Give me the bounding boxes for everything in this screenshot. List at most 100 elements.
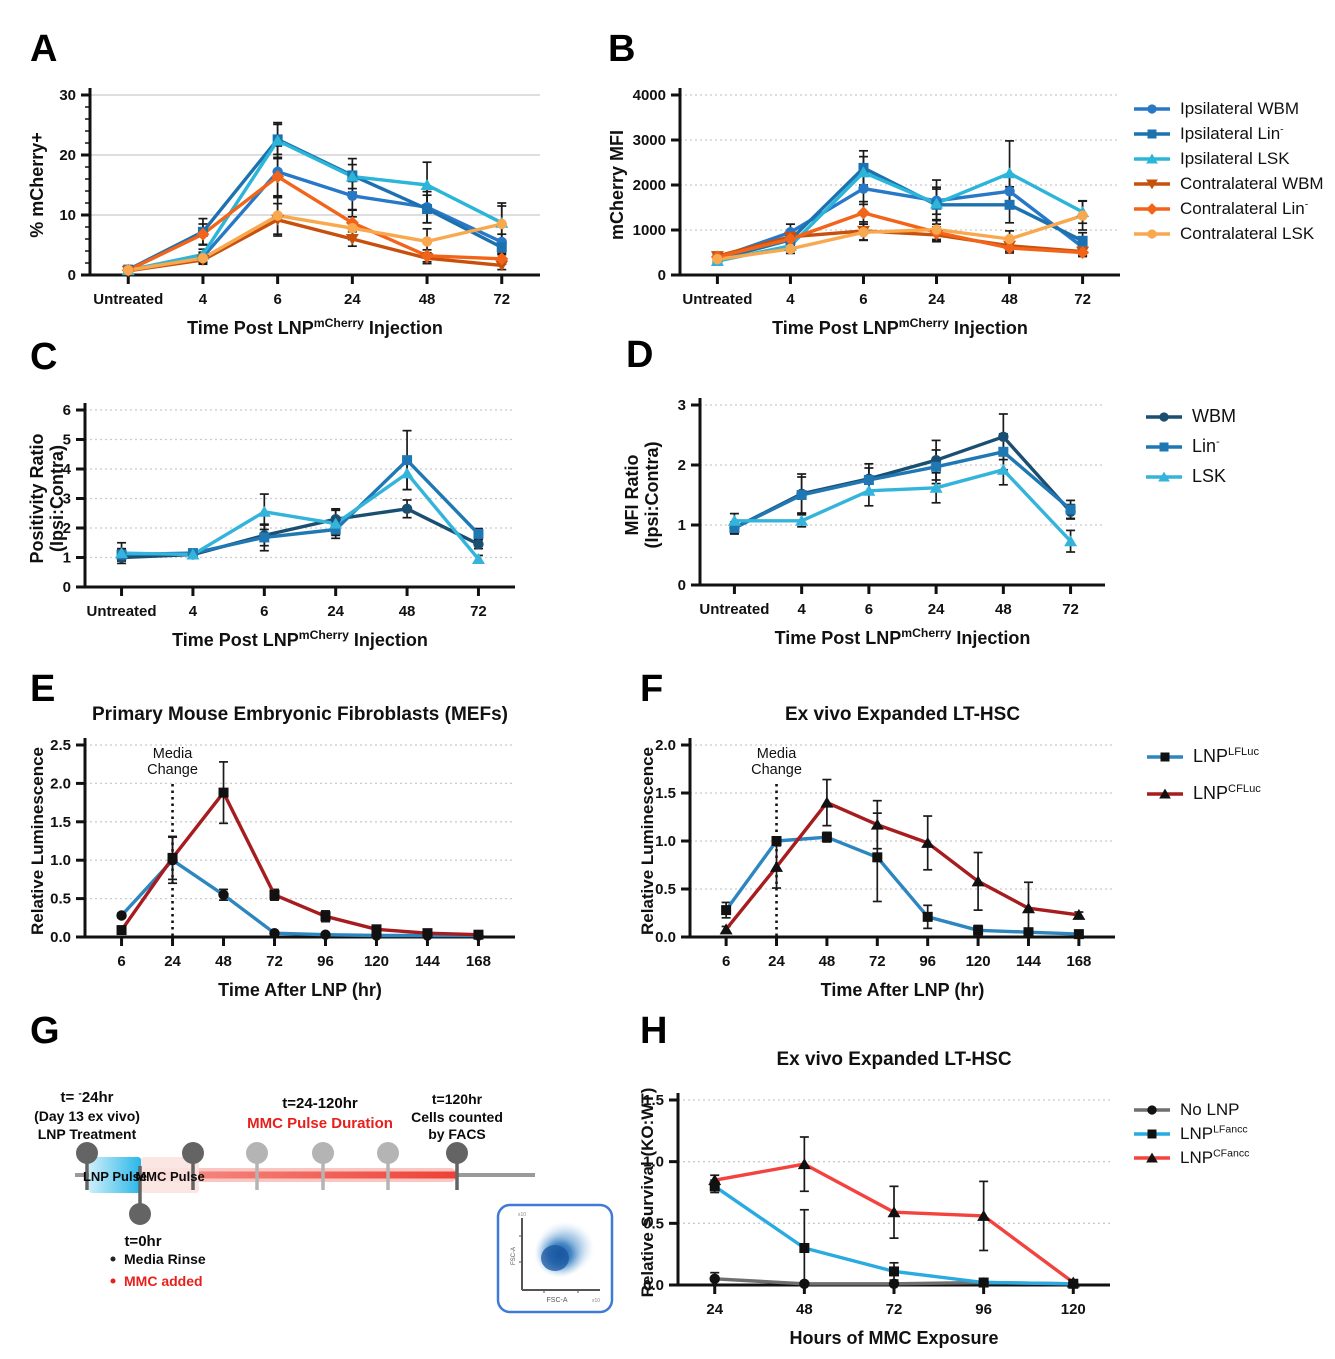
legend-label: LSK xyxy=(1192,466,1227,486)
legend-B: Ipsilateral WBM Ipsilateral Lin- Ipsilater… xyxy=(1133,99,1324,244)
panel-letter-H: H xyxy=(640,1010,668,1052)
svg-text:Primary Mouse Embryonic Fibrob: Primary Mouse Embryonic Fibroblasts (MEF… xyxy=(92,704,508,725)
legend-label: WBM xyxy=(1192,406,1236,426)
svg-text:Cells counted: Cells counted xyxy=(411,1109,503,1125)
svg-text:6: 6 xyxy=(63,402,71,419)
svg-text:3: 3 xyxy=(678,397,686,414)
svg-text:72: 72 xyxy=(493,291,510,308)
svg-text:LNP Pulse: LNP Pulse xyxy=(83,1169,147,1184)
legend-marker-icon xyxy=(1134,229,1170,239)
svg-text:6: 6 xyxy=(273,291,281,308)
legend-item: LNPLFancc xyxy=(1133,1124,1249,1144)
legend-marker-icon xyxy=(1134,1105,1170,1115)
svg-text:t=24-120hr: t=24-120hr xyxy=(282,1095,358,1112)
svg-text:24: 24 xyxy=(344,291,361,308)
legend-item: LNPCFancc xyxy=(1133,1148,1249,1168)
svg-text:24: 24 xyxy=(768,953,785,970)
legend-marker-icon xyxy=(1134,104,1170,114)
svg-text:1.5: 1.5 xyxy=(643,1092,664,1109)
svg-text:72: 72 xyxy=(1062,601,1079,618)
svg-text:24: 24 xyxy=(706,1301,723,1318)
legend-label: Contralateral WBM xyxy=(1180,174,1324,193)
svg-text:Media Rinse: Media Rinse xyxy=(124,1251,206,1267)
svg-text:1000: 1000 xyxy=(633,222,666,239)
svg-text:Time Post LNPmCherry Injection: Time Post LNPmCherry Injection xyxy=(775,626,1031,648)
chart-E-plot: 0.0 0.5 1.0 1.5 2.0 2.5 6 24 48 72 96 120 144 168 Time… xyxy=(28,704,515,1000)
svg-text:% mCherry+: % mCherry+ xyxy=(27,132,47,238)
svg-text:72: 72 xyxy=(1074,291,1091,308)
svg-text:3000: 3000 xyxy=(633,132,666,149)
svg-text:Change: Change xyxy=(751,762,802,778)
chart-B-plot: 0 1000 2000 3000 4000 Untreated 4 6 24 48 72 Time P… xyxy=(607,87,1120,338)
legend-marker-icon xyxy=(1147,752,1183,761)
svg-text:0: 0 xyxy=(678,577,686,594)
legend-label: LNPLFancc xyxy=(1180,1123,1248,1143)
svg-text:48: 48 xyxy=(215,953,232,970)
legend-label: LNPCFancc xyxy=(1180,1147,1250,1167)
svg-text:120: 120 xyxy=(966,953,991,970)
svg-text:48: 48 xyxy=(995,601,1012,618)
svg-text:Relative Survival (KO:WT): Relative Survival (KO:WT) xyxy=(638,1088,657,1298)
svg-text:168: 168 xyxy=(1066,953,1091,970)
svg-text:Time After LNP (hr): Time After LNP (hr) xyxy=(218,980,382,1000)
svg-text:1: 1 xyxy=(63,550,71,567)
legend-marker-icon xyxy=(1134,153,1170,164)
legend-D: WBM Lin- LSK xyxy=(1145,406,1236,487)
svg-text:2.0: 2.0 xyxy=(655,737,676,754)
svg-text:168: 168 xyxy=(466,953,491,970)
svg-text:6: 6 xyxy=(260,603,268,620)
svg-text:6: 6 xyxy=(117,953,125,970)
legend-H: No LNP LNPLFancc LNPCFancc xyxy=(1133,1100,1249,1168)
svg-text:1: 1 xyxy=(678,517,686,534)
chart-H: 0.0 0.5 1.0 1.5 24 48 72 96 120 Hours of MMC Expo… xyxy=(630,1035,1190,1359)
svg-text:144: 144 xyxy=(415,953,441,970)
svg-text:x10: x10 xyxy=(592,1298,600,1304)
svg-text:1.5: 1.5 xyxy=(655,785,676,802)
svg-text:120: 120 xyxy=(1061,1301,1086,1318)
chart-D: 0 1 2 3 Untreated 4 6 24 48 72 Time Post LNPmCherr… xyxy=(615,355,1135,675)
svg-text:mCherry MFI: mCherry MFI xyxy=(607,130,627,240)
svg-text:4000: 4000 xyxy=(633,87,666,104)
svg-text:48: 48 xyxy=(796,1301,813,1318)
legend-marker-icon xyxy=(1146,471,1182,481)
svg-text:0.0: 0.0 xyxy=(643,1277,664,1294)
svg-text:Time Post LNPmCherry Injection: Time Post LNPmCherry Injection xyxy=(187,316,443,338)
svg-text:4: 4 xyxy=(786,291,795,308)
legend-label: Contralateral LSK xyxy=(1180,224,1315,243)
chart-B: 0 1000 2000 3000 4000 Untreated 4 6 24 48 72 Time P… xyxy=(600,50,1145,360)
legend-item: Ipsilateral LSK xyxy=(1133,149,1324,169)
svg-text:by FACS: by FACS xyxy=(428,1126,486,1142)
chart-F: 0.0 0.5 1.0 1.5 2.0 6 24 48 72 96 120 144 168 Time Af… xyxy=(630,690,1190,1015)
legend-label: LNPCFLuc xyxy=(1193,783,1261,803)
legend-marker-icon xyxy=(1146,442,1182,451)
panel-letter-G: G xyxy=(30,1010,60,1052)
svg-text:Untreated: Untreated xyxy=(93,291,163,308)
legend-F: LNPLFLuc LNPCFLuc xyxy=(1146,746,1261,804)
svg-text:Time After LNP (hr): Time After LNP (hr) xyxy=(821,980,985,1000)
svg-text:96: 96 xyxy=(317,953,334,970)
legend-item: Ipsilateral Lin- xyxy=(1133,124,1324,144)
svg-text:96: 96 xyxy=(975,1301,992,1318)
svg-text:0.0: 0.0 xyxy=(655,929,676,946)
legend-item: LSK xyxy=(1145,466,1236,487)
svg-text:0: 0 xyxy=(63,579,71,596)
panel-letter-D: D xyxy=(626,334,654,376)
svg-text:Change: Change xyxy=(147,762,198,778)
svg-text:(Ipsi:Contra): (Ipsi:Contra) xyxy=(47,445,67,552)
svg-text:120: 120 xyxy=(364,953,389,970)
chart-E: 0.0 0.5 1.0 1.5 2.0 2.5 6 24 48 72 96 120 144 168 Time… xyxy=(20,690,620,1015)
svg-text:MMC Pulse: MMC Pulse xyxy=(135,1169,204,1184)
svg-text:MFI Ratio: MFI Ratio xyxy=(622,455,642,536)
panel-letter-E: E xyxy=(30,668,56,710)
svg-text:3: 3 xyxy=(63,491,71,508)
svg-text:t= -24hr: t= -24hr xyxy=(60,1088,113,1106)
svg-text:x10: x10 xyxy=(518,1212,526,1218)
legend-label: Contralateral Lin- xyxy=(1180,198,1309,218)
legend-label: No LNP xyxy=(1180,1100,1240,1119)
chart-A-plot: 0 10 20 30 Untreated 4 6 24 48 72 Time Post LNPmCh… xyxy=(27,87,540,338)
svg-text:5: 5 xyxy=(63,432,71,449)
svg-text:20: 20 xyxy=(59,147,76,164)
svg-text:0: 0 xyxy=(658,267,666,284)
svg-text:t=0hr: t=0hr xyxy=(124,1233,161,1250)
